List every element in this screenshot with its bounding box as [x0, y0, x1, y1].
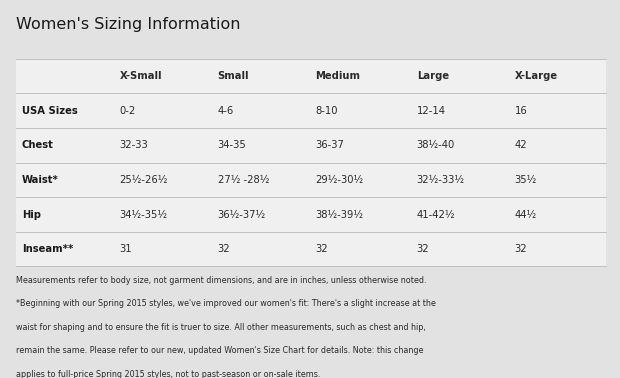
Text: 32-33: 32-33: [120, 140, 148, 150]
Text: X-Large: X-Large: [515, 71, 558, 81]
Text: Medium: Medium: [316, 71, 361, 81]
Text: 34½-35½: 34½-35½: [120, 209, 167, 220]
Text: 38½-39½: 38½-39½: [316, 209, 363, 220]
Text: 32: 32: [316, 244, 328, 254]
Text: Large: Large: [417, 71, 449, 81]
Text: 41-42½: 41-42½: [417, 209, 455, 220]
Text: 31: 31: [120, 244, 132, 254]
Text: 16: 16: [515, 105, 528, 116]
Text: 8-10: 8-10: [316, 105, 338, 116]
Text: Waist*: Waist*: [22, 175, 58, 185]
Text: USA Sizes: USA Sizes: [22, 105, 78, 116]
Text: 12-14: 12-14: [417, 105, 446, 116]
Text: 27½ -28½: 27½ -28½: [218, 175, 269, 185]
Text: 32½-33½: 32½-33½: [417, 175, 464, 185]
Text: Hip: Hip: [22, 209, 41, 220]
Text: Inseam**: Inseam**: [22, 244, 73, 254]
Text: 25½-26½: 25½-26½: [120, 175, 168, 185]
Text: Women's Sizing Information: Women's Sizing Information: [16, 17, 240, 32]
Text: 32: 32: [515, 244, 527, 254]
Text: 36-37: 36-37: [316, 140, 345, 150]
Text: 34-35: 34-35: [218, 140, 246, 150]
Text: 36½-37½: 36½-37½: [218, 209, 266, 220]
FancyBboxPatch shape: [16, 59, 606, 266]
Text: 0-2: 0-2: [120, 105, 136, 116]
Text: *Beginning with our Spring 2015 styles, we've improved our women's fit: There's : *Beginning with our Spring 2015 styles, …: [16, 299, 435, 308]
Text: 32: 32: [218, 244, 230, 254]
Text: waist for shaping and to ensure the fit is truer to size. All other measurements: waist for shaping and to ensure the fit …: [16, 323, 425, 332]
Text: 35½: 35½: [515, 175, 537, 185]
Text: 44½: 44½: [515, 209, 537, 220]
Text: X-Small: X-Small: [120, 71, 162, 81]
Text: remain the same. Please refer to our new, updated Women's Size Chart for details: remain the same. Please refer to our new…: [16, 346, 423, 355]
Text: 32: 32: [417, 244, 429, 254]
Text: 4-6: 4-6: [218, 105, 234, 116]
Text: applies to full-price Spring 2015 styles, not to past-season or on-sale items.: applies to full-price Spring 2015 styles…: [16, 370, 320, 378]
Text: 29½-30½: 29½-30½: [316, 175, 364, 185]
Text: 42: 42: [515, 140, 527, 150]
Text: Measurements refer to body size, not garment dimensions, and are in inches, unle: Measurements refer to body size, not gar…: [16, 276, 426, 285]
Text: Small: Small: [218, 71, 249, 81]
Text: Chest: Chest: [22, 140, 53, 150]
Text: 38½-40: 38½-40: [417, 140, 455, 150]
